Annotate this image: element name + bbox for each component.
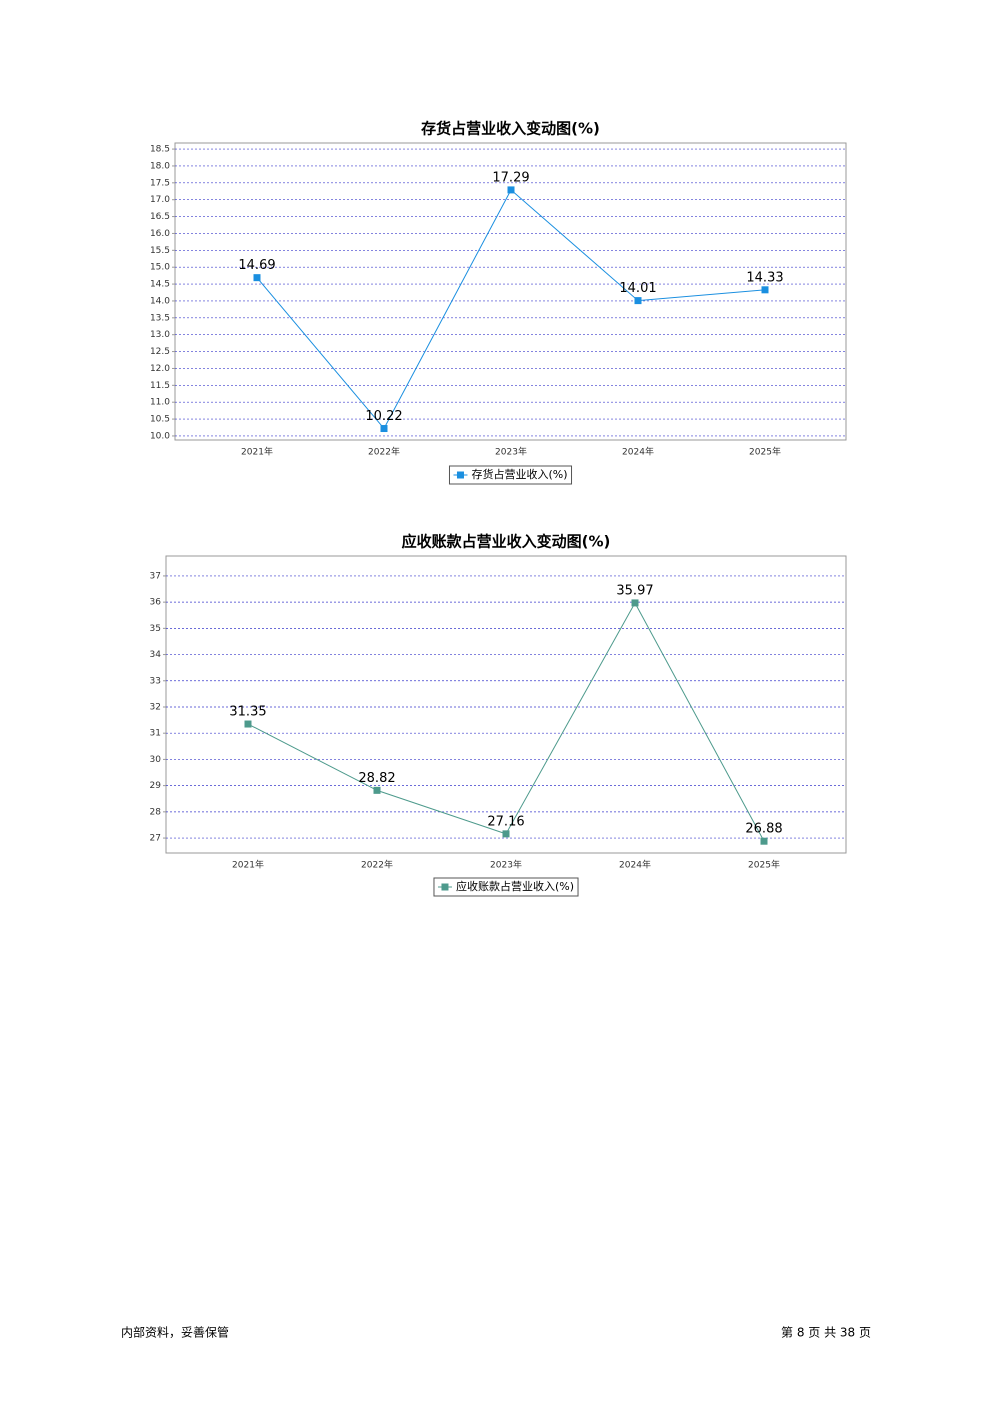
y-tick-label: 37 (150, 571, 161, 581)
y-tick-label: 17.0 (150, 195, 170, 205)
data-label: 14.69 (238, 258, 275, 273)
data-label: 14.01 (619, 281, 656, 296)
data-label: 14.33 (746, 270, 783, 285)
data-label: 17.29 (492, 170, 529, 185)
x-tick-label: 2025年 (749, 446, 781, 458)
plot-frame (165, 555, 847, 854)
y-tick-label: 30 (150, 755, 162, 765)
x-tick-label: 2023年 (495, 446, 527, 458)
y-tick-label: 15.5 (150, 246, 170, 256)
x-tick-label: 2022年 (368, 446, 400, 458)
y-tick-label: 16.0 (150, 229, 170, 239)
data-point (760, 837, 768, 845)
y-tick-label: 34 (150, 650, 162, 660)
y-tick-label: 11.0 (150, 398, 170, 408)
plot-frame (174, 142, 847, 441)
footer-right: 第 8 页 共 38 页 (781, 1326, 871, 1340)
data-label: 31.35 (229, 705, 266, 720)
y-tick-label: 16.5 (150, 212, 170, 222)
legend-label: 应收账款占营业收入(%) (456, 879, 574, 893)
x-tick-label: 2021年 (241, 446, 273, 458)
y-tick-label: 33 (150, 676, 161, 686)
data-point (373, 786, 381, 794)
y-tick-label: 11.5 (150, 381, 170, 391)
x-tick-label: 2021年 (232, 859, 264, 871)
data-point (502, 830, 510, 838)
series-line (256, 189, 766, 430)
data-point (253, 274, 261, 282)
y-tick-label: 28 (150, 807, 162, 817)
data-point (631, 599, 639, 607)
x-tick-label: 2024年 (622, 446, 654, 458)
y-tick-label: 36 (150, 598, 162, 608)
footer-left: 内部资料，妥善保管 (121, 1325, 229, 1340)
legend-label: 存货占营业收入(%) (471, 467, 567, 481)
data-point (507, 186, 515, 194)
legend-swatch (441, 883, 449, 891)
data-point (761, 286, 769, 294)
y-tick-label: 18.0 (150, 161, 170, 171)
y-tick-label: 10.0 (150, 431, 170, 441)
y-tick-label: 12.5 (150, 347, 170, 357)
y-tick-label: 35 (150, 624, 161, 634)
data-point (634, 297, 642, 305)
y-tick-label: 15.0 (150, 263, 170, 273)
x-tick-label: 2024年 (619, 859, 651, 871)
data-label: 27.16 (487, 814, 524, 829)
x-tick-label: 2023年 (490, 859, 522, 871)
data-label: 26.88 (745, 822, 782, 837)
series-line (247, 601, 765, 842)
chart-title: 应收账款占营业收入变动图(%) (402, 533, 611, 551)
y-tick-label: 18.5 (150, 145, 170, 155)
data-label: 10.22 (365, 409, 402, 424)
y-tick-label: 12.0 (150, 364, 170, 374)
legend-box (433, 877, 579, 897)
y-tick-label: 13.5 (150, 313, 170, 323)
y-tick-label: 13.0 (150, 330, 170, 340)
x-tick-label: 2022年 (361, 859, 393, 871)
y-tick-label: 29 (150, 781, 162, 791)
x-tick-label: 2025年 (748, 859, 780, 871)
y-tick-label: 10.5 (150, 415, 170, 425)
y-tick-label: 17.5 (150, 178, 170, 188)
chart-title: 存货占营业收入变动图(%) (421, 120, 600, 138)
y-tick-label: 32 (150, 702, 161, 712)
y-tick-label: 31 (150, 729, 161, 739)
data-point (244, 720, 252, 728)
y-tick-label: 27 (150, 834, 161, 844)
data-label: 35.97 (616, 583, 653, 598)
legend-box (448, 465, 573, 485)
y-tick-label: 14.5 (150, 280, 170, 290)
y-tick-label: 14.0 (150, 296, 170, 306)
data-point (380, 425, 388, 433)
data-label: 28.82 (358, 771, 395, 786)
legend-swatch (456, 471, 464, 479)
